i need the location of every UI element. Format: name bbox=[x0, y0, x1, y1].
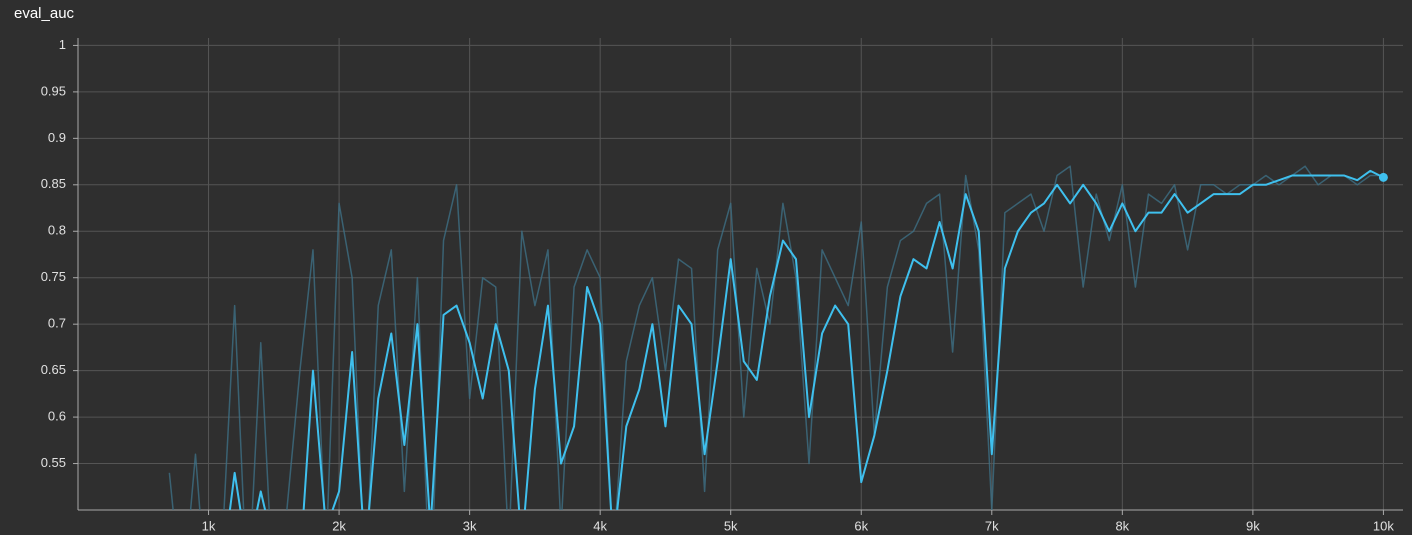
y-tick-label: 1 bbox=[59, 37, 66, 52]
y-tick-label: 0.65 bbox=[41, 362, 66, 377]
grid bbox=[78, 38, 1403, 510]
last-point bbox=[1378, 172, 1388, 182]
y-tick-label: 0.7 bbox=[48, 316, 66, 331]
y-tick-label: 0.9 bbox=[48, 130, 66, 145]
x-tick-label: 4k bbox=[593, 518, 607, 533]
x-tick-label: 8k bbox=[1115, 518, 1129, 533]
x-tick-label: 7k bbox=[985, 518, 999, 533]
smoothed-line bbox=[228, 169, 1384, 510]
x-tick-label: 5k bbox=[724, 518, 738, 533]
x-tick-label: 9k bbox=[1246, 518, 1260, 533]
x-tick-label: 1k bbox=[202, 518, 216, 533]
y-tick-label: 0.6 bbox=[48, 409, 66, 424]
x-tick-label: 3k bbox=[463, 518, 477, 533]
x-tick-label: 6k bbox=[854, 518, 868, 533]
y-tick-label: 0.95 bbox=[41, 83, 66, 98]
plot-area bbox=[168, 165, 1384, 510]
x-tick-label: 10k bbox=[1373, 518, 1394, 533]
chart-title: eval_auc bbox=[14, 5, 75, 22]
y-tick-label: 0.85 bbox=[41, 176, 66, 191]
y-tick-label: 0.55 bbox=[41, 455, 66, 470]
y-tick-label: 0.75 bbox=[41, 269, 66, 284]
y-tick-label: 0.8 bbox=[48, 223, 66, 238]
raw-line bbox=[168, 165, 1384, 510]
x-tick-label: 2k bbox=[332, 518, 346, 533]
